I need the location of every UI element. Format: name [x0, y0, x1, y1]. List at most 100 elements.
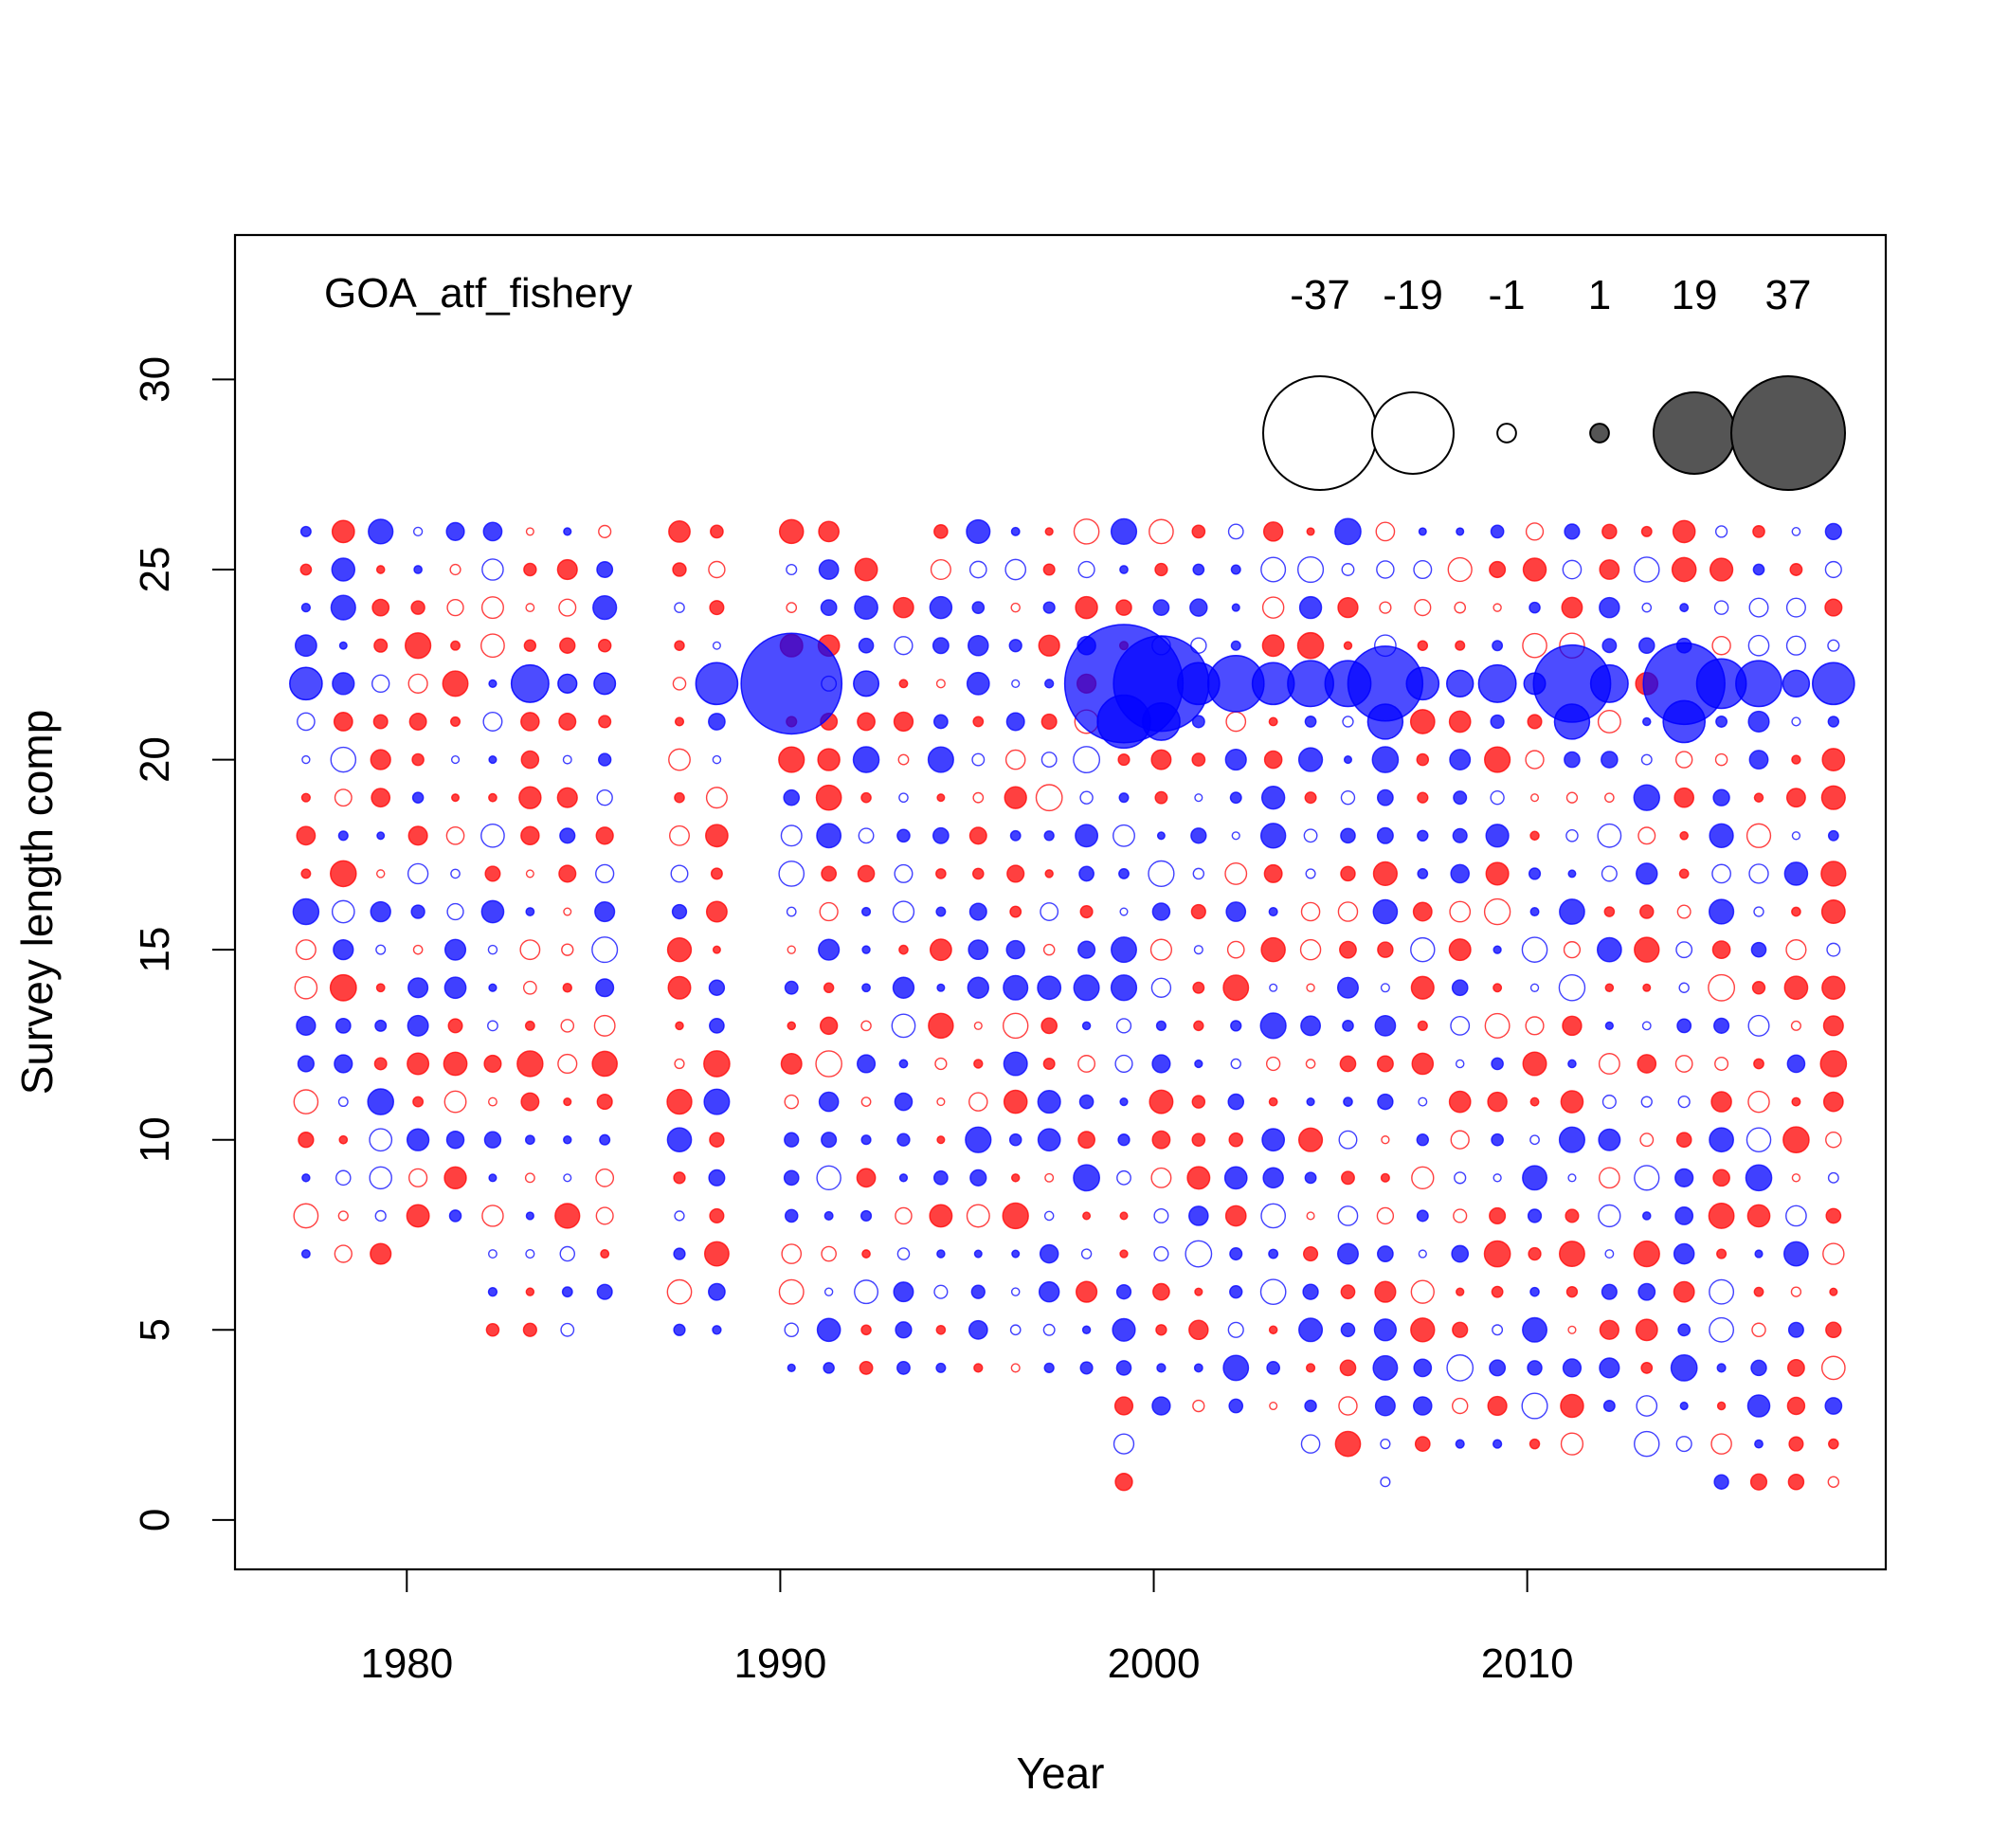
- residual-bubble: [482, 711, 503, 732]
- residual-bubble: [1642, 983, 1652, 992]
- residual-bubble: [968, 1092, 988, 1112]
- residual-bubble: [300, 792, 312, 803]
- residual-bubble: [292, 897, 320, 926]
- residual-bubble: [971, 752, 986, 767]
- residual-bubble: [1746, 1204, 1771, 1228]
- residual-bubble: [1490, 524, 1505, 539]
- residual-bubble: [778, 746, 805, 773]
- residual-bubble: [1709, 1316, 1735, 1343]
- residual-bubble: [523, 639, 537, 652]
- residual-bubble: [1410, 1279, 1435, 1304]
- residual-bubble: [300, 868, 312, 879]
- residual-bubble: [1786, 1358, 1805, 1377]
- residual-bubble: [674, 716, 685, 727]
- residual-bubble: [1753, 792, 1764, 803]
- residual-bubble: [296, 825, 317, 846]
- residual-bubble: [1527, 1208, 1543, 1223]
- residual-bubble: [556, 558, 578, 581]
- residual-bubble: [1492, 640, 1504, 652]
- residual-bubble: [1564, 523, 1581, 540]
- residual-bubble: [1044, 1172, 1055, 1183]
- residual-bubble: [1268, 906, 1278, 917]
- residual-bubble: [1151, 1396, 1171, 1416]
- residual-bubble: [860, 906, 872, 917]
- residual-bubble: [1672, 519, 1696, 544]
- residual-bubble: [483, 1131, 502, 1149]
- residual-bubble: [1115, 1018, 1132, 1034]
- residual-bubble: [600, 1249, 610, 1259]
- residual-bubble: [1529, 907, 1540, 917]
- residual-bubble: [1042, 601, 1056, 614]
- residual-bubble: [561, 1286, 573, 1298]
- residual-bubble: [1228, 1132, 1244, 1148]
- residual-bubble: [1824, 598, 1843, 617]
- residual-bubble: [522, 980, 537, 995]
- residual-bubble: [1674, 751, 1693, 769]
- residual-bubble-large: [1812, 661, 1855, 706]
- residual-bubble: [523, 562, 537, 577]
- residual-bubble: [1677, 1095, 1691, 1109]
- residual-bubble: [337, 1096, 349, 1108]
- residual-bubble: [823, 1362, 835, 1374]
- residual-bubble: [488, 983, 498, 992]
- residual-bubble: [969, 1169, 987, 1187]
- residual-bubble: [787, 945, 796, 954]
- residual-bubble: [450, 640, 461, 651]
- residual-bubble: [1754, 1249, 1764, 1259]
- residual-bubble: [1042, 943, 1056, 956]
- residual-bubble: [1642, 716, 1652, 727]
- residual-bubble: [1604, 792, 1615, 804]
- panel-label: GOA_atf_fishery: [324, 270, 632, 317]
- residual-bubble: [860, 1324, 872, 1336]
- residual-bubble: [525, 603, 535, 613]
- residual-bubble: [1010, 602, 1021, 613]
- y-tick-label: 5: [132, 1318, 178, 1341]
- residual-bubble: [1379, 601, 1392, 614]
- residual-bubble: [1716, 1401, 1727, 1411]
- residual-bubble: [1786, 1054, 1806, 1074]
- residual-bubble: [1716, 1363, 1727, 1373]
- residual-bubble: [861, 945, 871, 954]
- residual-bubble: [448, 1209, 462, 1223]
- residual-bubble: [1002, 1202, 1029, 1230]
- residual-bubble: [1038, 1280, 1060, 1303]
- residual-bubble: [1791, 831, 1801, 841]
- residual-bubble: [370, 900, 391, 923]
- residual-bubble: [1714, 1056, 1729, 1071]
- residual-bubble: [1306, 1211, 1315, 1221]
- residual-bubble: [410, 904, 425, 919]
- residual-bubble: [1455, 1059, 1465, 1069]
- residual-bubble: [375, 983, 386, 993]
- residual-bubble: [1604, 1021, 1615, 1031]
- residual-bubble: [973, 1059, 984, 1069]
- residual-bubble: [1633, 556, 1660, 583]
- residual-bubble: [1189, 598, 1208, 617]
- residual-bubble: [1336, 1242, 1359, 1265]
- residual-bubble: [1641, 1021, 1652, 1031]
- residual-bubble: [1747, 1090, 1770, 1114]
- residual-bubble: [1599, 1357, 1620, 1379]
- residual-bubble: [1150, 749, 1172, 770]
- residual-bubble: [596, 1094, 613, 1111]
- residual-bubble: [894, 863, 914, 883]
- residual-bubble: [1820, 899, 1846, 924]
- residual-bubble: [525, 907, 535, 916]
- residual-bubble: [1529, 601, 1541, 614]
- residual-bubble: [705, 824, 729, 848]
- residual-bubble: [1376, 1245, 1394, 1262]
- residual-bubble: [1035, 784, 1063, 812]
- residual-bubble: [1715, 715, 1728, 728]
- residual-bubble: [1192, 1399, 1205, 1413]
- residual-bubble: [968, 902, 987, 921]
- residual-bubble: [703, 1050, 731, 1078]
- residual-bubble-large: [1405, 666, 1440, 701]
- residual-bubble: [1376, 826, 1394, 844]
- residual-bubble: [300, 1249, 311, 1259]
- residual-bubble: [1075, 1280, 1098, 1303]
- residual-bubble: [1709, 823, 1734, 848]
- residual-bubble: [708, 979, 726, 996]
- residual-bubble: [1261, 634, 1285, 658]
- residual-bubble: [1375, 521, 1396, 542]
- residual-bubble: [1490, 790, 1505, 806]
- residual-bubble: [488, 755, 498, 765]
